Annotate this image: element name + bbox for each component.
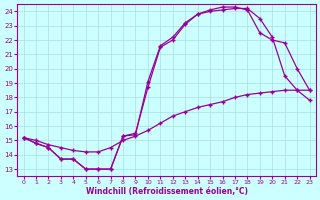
X-axis label: Windchill (Refroidissement éolien,°C): Windchill (Refroidissement éolien,°C) [85,187,248,196]
